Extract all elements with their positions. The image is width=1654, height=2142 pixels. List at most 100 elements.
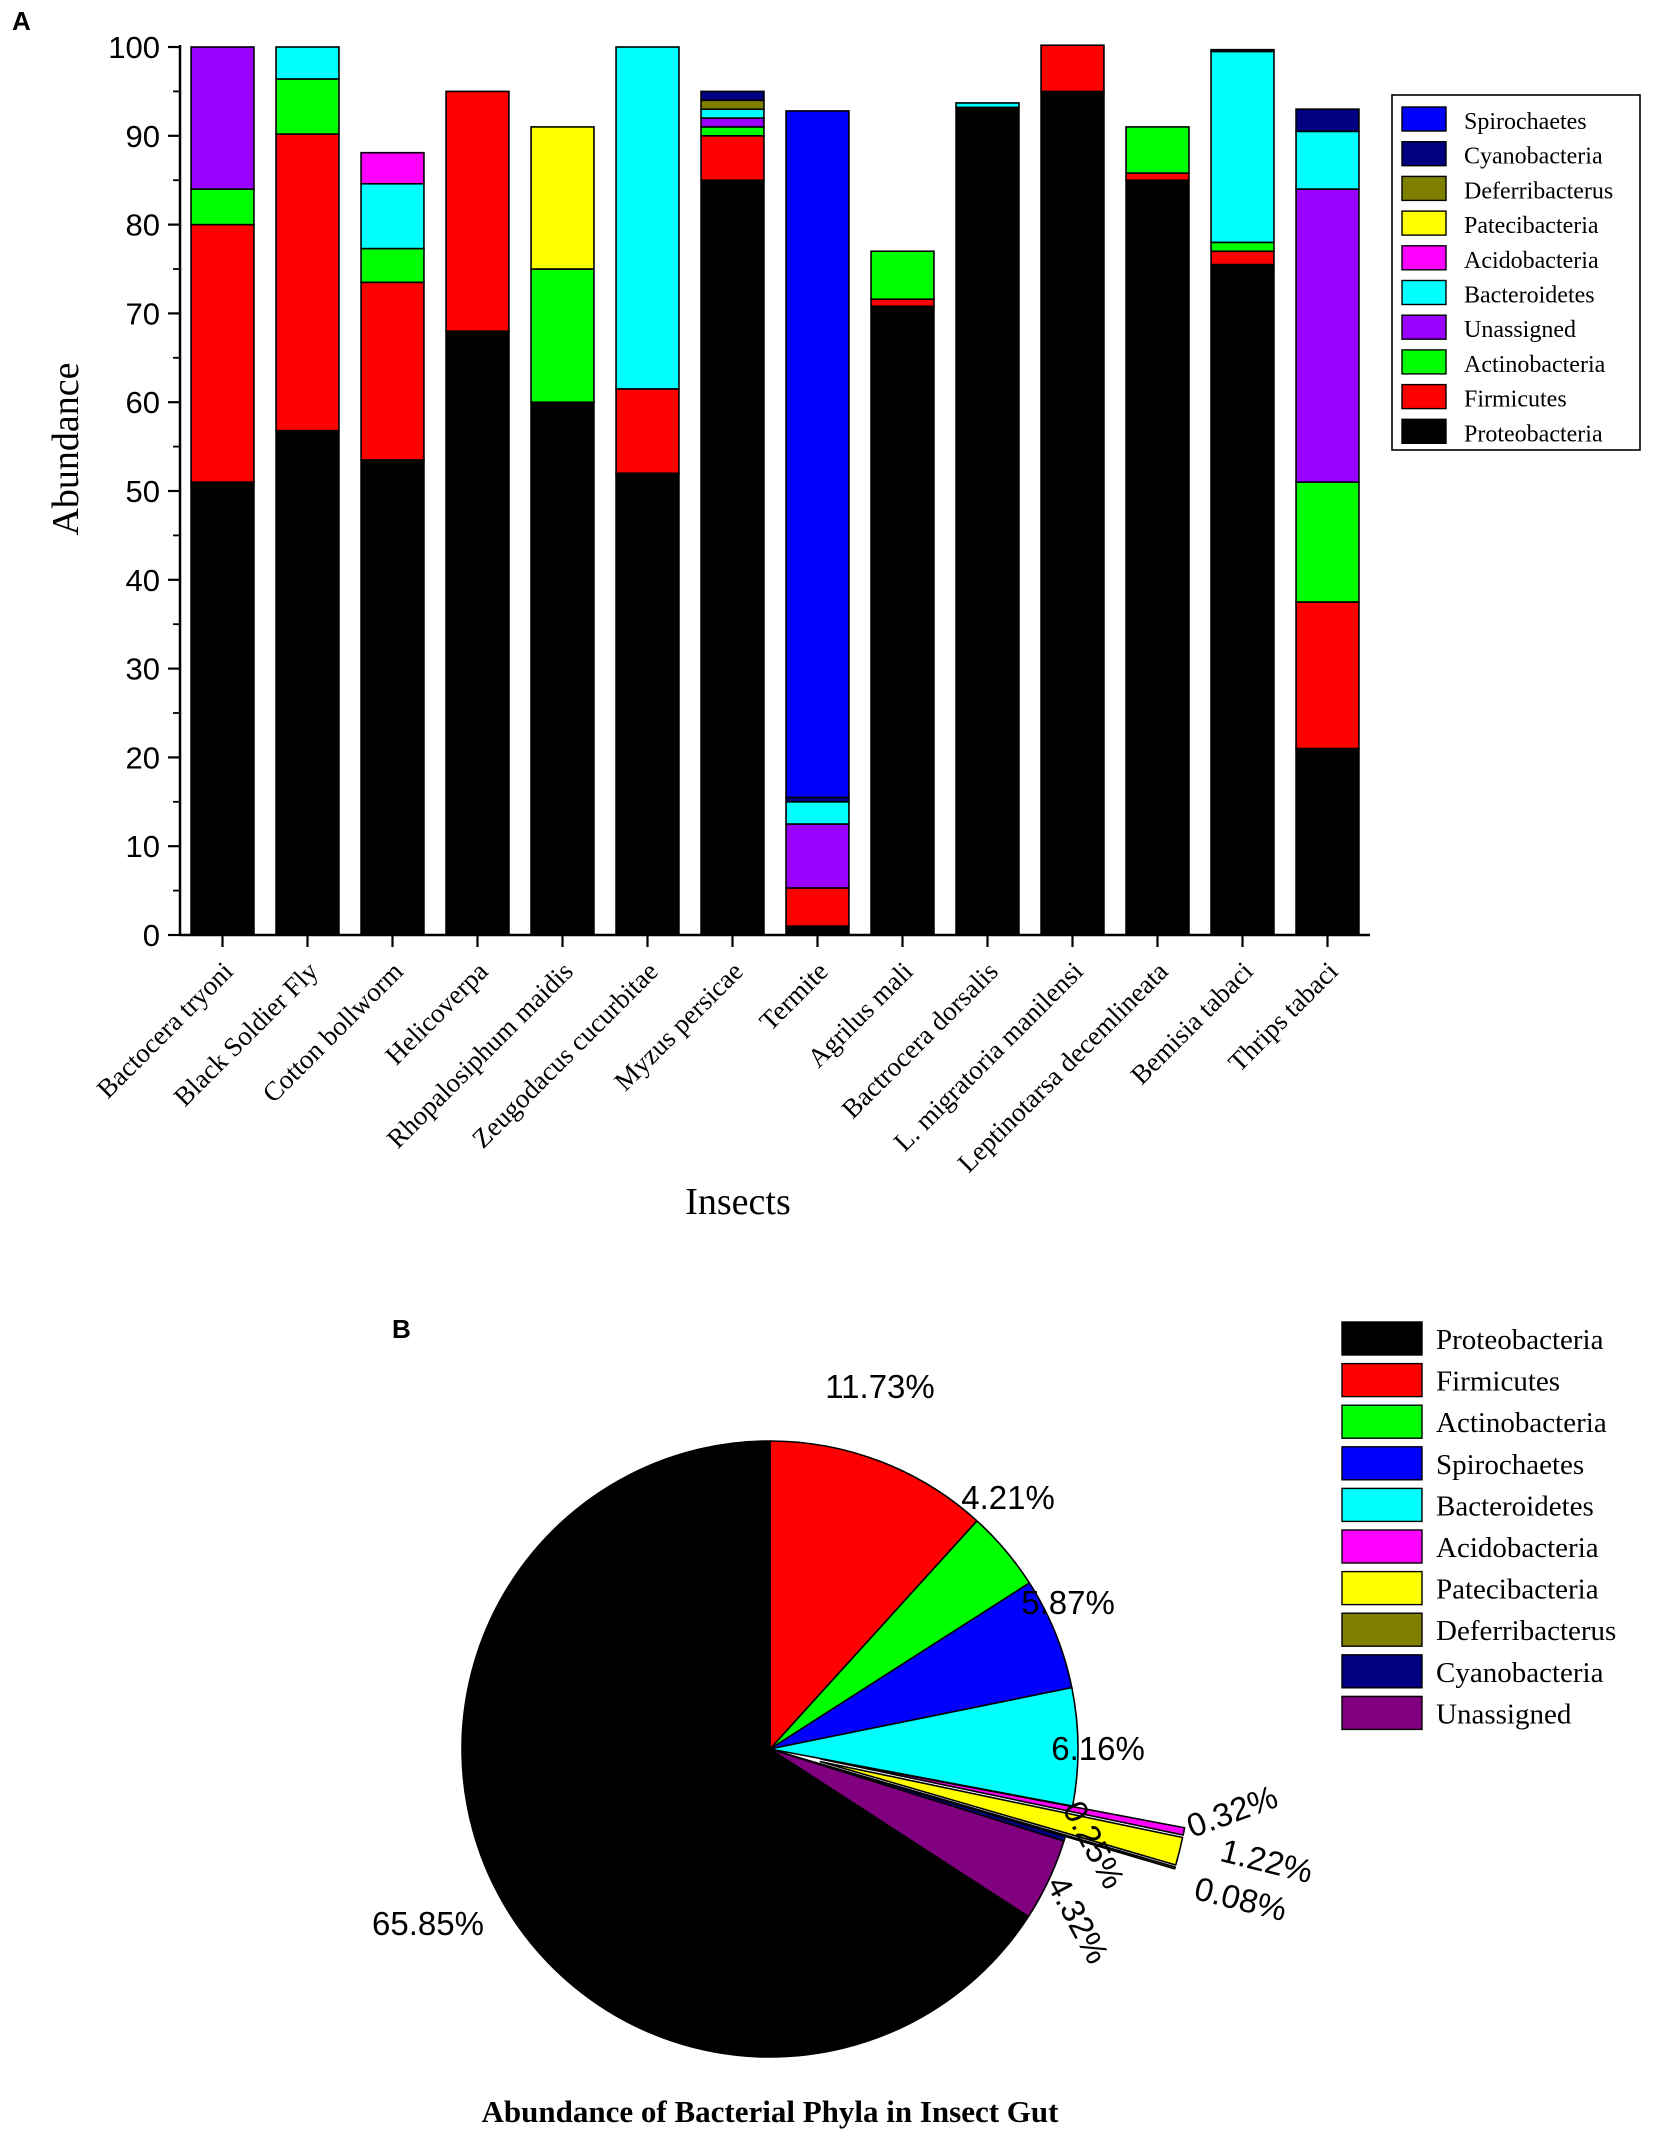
legend-swatch-deferribacterus: [1401, 175, 1447, 202]
bar-segment-thrips-tabaci-cyanobacteria: [1295, 108, 1360, 133]
bar-segment-bemisia-tabaci-firmicutes: [1210, 250, 1275, 266]
x-tick-label-bactrocera-dorsalis: Bactrocera dorsalis: [836, 956, 1004, 1124]
bar-segment-cotton-bollworm-acidobacteria: [360, 151, 425, 185]
y-tick-label: 100: [108, 30, 160, 65]
legend-label-acidobacteria: Acidobacteria: [1464, 248, 1599, 274]
pie-chart-legend: Proteobacteria Firmicutes Actinobacteria Sp…: [1341, 1321, 1616, 1731]
bar-segment-myzus-persicae-proteobacteria: [700, 179, 765, 936]
legend-label-unassigned: Unassigned: [1464, 317, 1576, 343]
y-tick-label: 20: [126, 740, 160, 775]
bar-segment-bactrocera-dorsalis-proteobacteria: [955, 106, 1020, 936]
y-tick-label: 80: [126, 208, 160, 243]
bar-segment-termite-bacteroidetes: [785, 800, 850, 825]
pie-legend-swatch-deferribacterus: [1341, 1612, 1423, 1647]
bar-segment-zeugodacus-cucurbitae-bacteroidetes: [615, 46, 680, 390]
bar-segment-helicoverpa-proteobacteria: [445, 330, 510, 936]
legend-label-actinobacteria: Actinobacteria: [1464, 352, 1606, 378]
bar-segment-leptinotarsa-decemlineata-actinobacteria: [1125, 126, 1190, 174]
panel-a-label: A: [12, 6, 31, 36]
bar-segment-l-migratoria-manilensi-firmicutes: [1040, 44, 1105, 93]
legend-label-proteobacteria: Proteobacteria: [1464, 421, 1603, 447]
pie-legend-label-unassigned: Unassigned: [1436, 1698, 1572, 1730]
bar-segment-agrilus-mali-actinobacteria: [870, 250, 935, 300]
bar-segment-thrips-tabaci-unassigned: [1295, 188, 1360, 483]
pie-legend-label-acidobacteria: Acidobacteria: [1436, 1532, 1599, 1564]
y-tick-label: 60: [126, 385, 160, 420]
pie-legend-swatch-actinobacteria: [1341, 1404, 1423, 1439]
bar-segment-bactrocera-dorsalis-bacteroidetes: [955, 102, 1020, 109]
bar-segment-termite-spirochaetes: [785, 110, 850, 799]
bar-segment-rhopalosiphum-maidis-patecibacteria: [530, 126, 595, 270]
pie-legend-label-actinobacteria: Actinobacteria: [1436, 1407, 1607, 1439]
bar-segment-leptinotarsa-decemlineata-firmicutes: [1125, 172, 1190, 182]
bar-segment-bemisia-tabaci-actinobacteria: [1210, 241, 1275, 253]
y-tick-label: 90: [126, 119, 160, 154]
pie-label-spirochaetes: 5.87%: [1021, 1584, 1115, 1621]
y-tick-label: 30: [126, 652, 160, 687]
bar-segment-agrilus-mali-proteobacteria: [870, 305, 935, 936]
pie-chart-title: Abundance of Bacterial Phyla in Insect G…: [482, 2094, 1060, 2129]
y-axis-title: Abundance: [45, 362, 87, 535]
pie-legend-swatch-unassigned: [1341, 1695, 1423, 1731]
bar-segment-cotton-bollworm-proteobacteria: [360, 459, 425, 936]
bar-segment-bactocera-tryoni-proteobacteria: [190, 481, 255, 936]
legend-label-cyanobacteria: Cyanobacteria: [1464, 144, 1603, 170]
y-tick-label: 40: [126, 563, 160, 598]
legend-swatch-proteobacteria: [1401, 418, 1447, 444]
legend-swatch-unassigned: [1401, 314, 1447, 340]
pie-legend-swatch-firmicutes: [1341, 1362, 1423, 1398]
bar-segment-rhopalosiphum-maidis-proteobacteria: [530, 401, 595, 936]
bar-segment-bemisia-tabaci-bacteroidetes: [1210, 50, 1275, 244]
pie-legend-label-proteobacteria: Proteobacteria: [1436, 1324, 1604, 1356]
pie-legend-label-bacteroidetes: Bacteroidetes: [1436, 1490, 1594, 1522]
pie-legend-label-spirochaetes: Spirochaetes: [1436, 1449, 1584, 1481]
legend-swatch-acidobacteria: [1401, 245, 1447, 271]
legend-label-bacteroidetes: Bacteroidetes: [1464, 283, 1595, 309]
pie-legend-label-patecibacteria: Patecibacteria: [1436, 1574, 1599, 1606]
pie-slice-patecibacteria: [819, 1760, 1184, 1866]
y-tick-label: 10: [126, 829, 160, 864]
pie-legend-swatch-bacteroidetes: [1341, 1487, 1423, 1523]
bar-segment-black-soldier-fly-proteobacteria: [275, 429, 340, 936]
pie-legend-label-cyanobacteria: Cyanobacteria: [1436, 1657, 1604, 1689]
bar-segment-agrilus-mali-firmicutes: [870, 298, 935, 308]
bar-segment-bactocera-tryoni-firmicutes: [190, 223, 255, 483]
pie-legend-swatch-patecibacteria: [1341, 1570, 1423, 1606]
pie-legend-swatch-proteobacteria: [1341, 1321, 1423, 1356]
pie-label-bacteroidetes: 6.16%: [1051, 1730, 1145, 1767]
bar-segment-myzus-persicae-cyanobacteria: [700, 90, 765, 102]
bar-segment-myzus-persicae-unassigned: [700, 117, 765, 128]
x-tick-label-black-soldier-fly: Black Soldier Fly: [168, 956, 324, 1112]
pie-slice-acidobacteria: [820, 1758, 1186, 1836]
pie-label-actinobacteria: 4.21%: [961, 1479, 1055, 1516]
pie-label-proteobacteria: 65.85%: [372, 1905, 484, 1942]
bar-segment-termite-firmicutes: [785, 887, 850, 927]
bar-segment-helicoverpa-firmicutes: [445, 90, 510, 332]
legend-swatch-actinobacteria: [1401, 349, 1447, 375]
x-axis-title: Insects: [685, 1181, 791, 1223]
y-tick-label: 50: [126, 474, 160, 509]
pie-legend-swatch-acidobacteria: [1341, 1529, 1423, 1564]
bar-chart-legend: Spirochaetes Cyanobacteria Deferribacterus…: [1391, 94, 1641, 451]
bar-segment-zeugodacus-cucurbitae-firmicutes: [615, 388, 680, 475]
bar-segment-bemisia-tabaci-cyanobacteria: [1210, 48, 1275, 53]
bar-segment-thrips-tabaci-proteobacteria: [1295, 747, 1360, 936]
y-tick-label: 0: [143, 918, 160, 953]
legend-swatch-bacteroidetes: [1401, 279, 1447, 306]
bar-segment-leptinotarsa-decemlineata-proteobacteria: [1125, 179, 1190, 936]
pie-legend-label-deferribacterus: Deferribacterus: [1436, 1615, 1616, 1647]
pie-slice-proteobacteria: [461, 1440, 1030, 2058]
bar-segment-bemisia-tabaci-proteobacteria: [1210, 263, 1275, 936]
pie-legend-label-firmicutes: Firmicutes: [1436, 1366, 1560, 1398]
bar-segment-black-soldier-fly-firmicutes: [275, 133, 340, 432]
legend-swatch-firmicutes: [1401, 383, 1447, 410]
pie-label-firmicutes: 11.73%: [825, 1368, 934, 1405]
legend-label-patecibacteria: Patecibacteria: [1464, 213, 1599, 239]
pie-legend-swatch-spirochaetes: [1341, 1446, 1423, 1481]
bar-segment-cotton-bollworm-firmicutes: [360, 281, 425, 461]
bar-segment-zeugodacus-cucurbitae-proteobacteria: [615, 472, 680, 936]
pie-slice-firmicutes: [769, 1440, 978, 1750]
bar-segment-l-migratoria-manilensi-proteobacteria: [1040, 90, 1105, 936]
